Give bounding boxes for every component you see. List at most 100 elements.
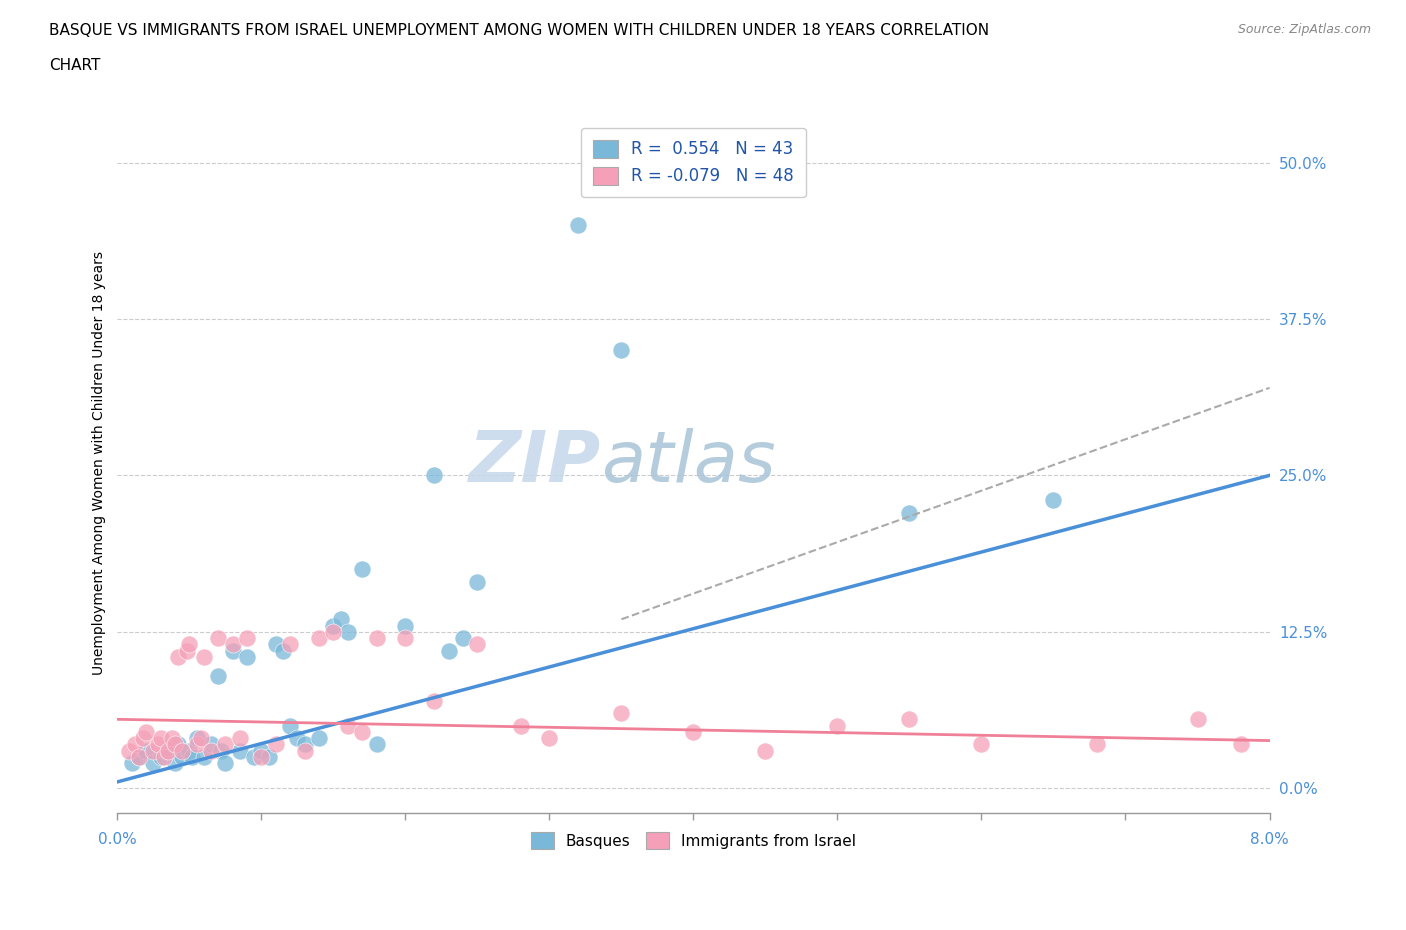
Point — [294, 737, 316, 751]
Point — [898, 506, 921, 521]
Point — [200, 743, 222, 758]
Point — [352, 562, 374, 577]
Point — [149, 750, 172, 764]
Point — [278, 718, 301, 733]
Point — [128, 750, 150, 764]
Point — [214, 737, 236, 751]
Point — [250, 750, 273, 764]
Point — [898, 711, 921, 726]
Point — [167, 737, 190, 751]
Point — [394, 618, 416, 633]
Point — [193, 649, 215, 664]
Point — [236, 631, 259, 645]
Point — [156, 743, 179, 758]
Point — [423, 693, 446, 708]
Point — [538, 731, 561, 746]
Text: atlas: atlas — [602, 429, 776, 498]
Point — [135, 743, 157, 758]
Point — [167, 649, 190, 664]
Point — [128, 750, 150, 764]
Text: Source: ZipAtlas.com: Source: ZipAtlas.com — [1237, 23, 1371, 36]
Point — [209, 743, 232, 758]
Point — [423, 468, 446, 483]
Point — [1187, 711, 1209, 726]
Point — [149, 731, 172, 746]
Point — [970, 737, 993, 751]
Point — [467, 637, 489, 652]
Point — [1085, 737, 1108, 751]
Point — [221, 637, 243, 652]
Point — [352, 724, 374, 739]
Point — [250, 743, 273, 758]
Point — [366, 737, 388, 751]
Point — [437, 643, 460, 658]
Point — [200, 737, 222, 751]
Point — [176, 643, 198, 658]
Point — [142, 743, 165, 758]
Point — [214, 756, 236, 771]
Point — [366, 631, 388, 645]
Point — [172, 750, 194, 764]
Point — [827, 718, 849, 733]
Point — [287, 731, 309, 746]
Point — [322, 624, 344, 639]
Point — [160, 731, 183, 746]
Point — [142, 756, 165, 771]
Point — [207, 668, 229, 683]
Point — [754, 743, 776, 758]
Point — [229, 731, 252, 746]
Point — [118, 743, 141, 758]
Point — [271, 643, 294, 658]
Point — [156, 743, 179, 758]
Point — [682, 724, 704, 739]
Legend: Basques, Immigrants from Israel: Basques, Immigrants from Israel — [522, 823, 865, 858]
Point — [329, 612, 352, 627]
Point — [336, 624, 359, 639]
Point — [236, 649, 259, 664]
Point — [207, 631, 229, 645]
Point — [221, 643, 243, 658]
Text: CHART: CHART — [49, 58, 101, 73]
Y-axis label: Unemployment Among Women with Children Under 18 years: Unemployment Among Women with Children U… — [93, 251, 107, 675]
Point — [264, 737, 287, 751]
Point — [278, 637, 301, 652]
Point — [336, 718, 359, 733]
Point — [193, 750, 215, 764]
Point — [179, 637, 201, 652]
Point — [394, 631, 416, 645]
Point — [257, 750, 280, 764]
Point — [190, 731, 212, 746]
Text: 0.0%: 0.0% — [98, 832, 136, 847]
Point — [294, 743, 316, 758]
Point — [163, 737, 186, 751]
Point — [610, 706, 633, 721]
Point — [124, 737, 146, 751]
Point — [186, 737, 208, 751]
Point — [132, 731, 155, 746]
Point — [567, 218, 589, 232]
Point — [509, 718, 531, 733]
Point — [146, 737, 169, 751]
Point — [264, 637, 287, 652]
Point — [322, 618, 344, 633]
Point — [610, 343, 633, 358]
Point — [179, 743, 201, 758]
Text: 8.0%: 8.0% — [1250, 832, 1289, 847]
Point — [308, 631, 330, 645]
Point — [172, 743, 194, 758]
Point — [243, 750, 266, 764]
Point — [308, 731, 330, 746]
Point — [467, 575, 489, 590]
Point — [186, 731, 208, 746]
Point — [181, 750, 204, 764]
Text: BASQUE VS IMMIGRANTS FROM ISRAEL UNEMPLOYMENT AMONG WOMEN WITH CHILDREN UNDER 18: BASQUE VS IMMIGRANTS FROM ISRAEL UNEMPLO… — [49, 23, 990, 38]
Point — [152, 750, 174, 764]
Point — [451, 631, 474, 645]
Point — [1229, 737, 1251, 751]
Point — [163, 756, 186, 771]
Point — [121, 756, 143, 771]
Point — [1042, 493, 1064, 508]
Text: ZIP: ZIP — [470, 429, 602, 498]
Point — [135, 724, 157, 739]
Point — [229, 743, 252, 758]
